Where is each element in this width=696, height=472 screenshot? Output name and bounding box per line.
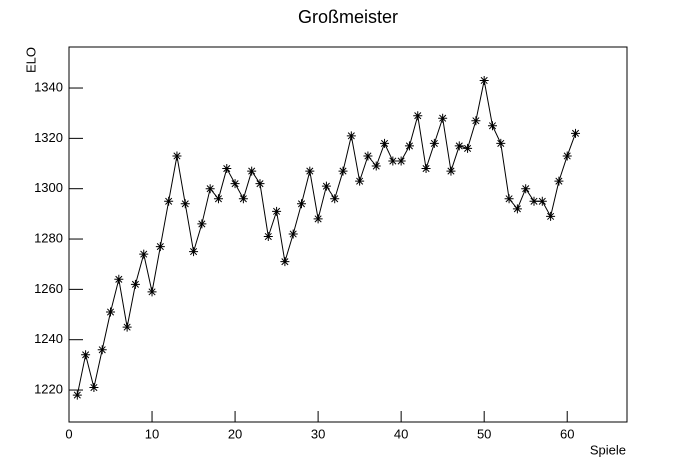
x-tick-label: 0 (65, 426, 72, 441)
data-point (463, 143, 473, 153)
x-axis-label: Spiele (590, 442, 626, 457)
data-point (272, 206, 282, 216)
x-tick-label: 30 (311, 426, 325, 441)
data-point (363, 151, 373, 161)
data-point (380, 138, 390, 148)
data-point (130, 279, 140, 289)
data-point (147, 287, 157, 297)
data-point (288, 229, 298, 239)
y-tick-label: 1340 (34, 79, 63, 94)
data-point (571, 128, 581, 138)
data-point (321, 181, 331, 191)
y-tick-label: 1320 (34, 130, 63, 145)
x-tick-label: 60 (560, 426, 574, 441)
data-point (355, 176, 365, 186)
data-point (429, 138, 439, 148)
y-axis-label: ELO (23, 47, 38, 73)
plot-frame (68, 46, 628, 423)
x-tick-label: 10 (145, 426, 159, 441)
data-point (330, 194, 340, 204)
data-point (247, 166, 257, 176)
data-point (305, 166, 315, 176)
x-tick-label: 50 (477, 426, 491, 441)
data-point (72, 390, 82, 400)
data-point (297, 199, 306, 209)
data-point (438, 113, 448, 123)
data-point (164, 196, 174, 206)
data-point (504, 194, 514, 204)
data-point (404, 141, 414, 151)
data-point (180, 199, 190, 209)
data-point (313, 214, 323, 224)
data-point (546, 211, 556, 221)
data-point (562, 151, 572, 161)
data-point (487, 121, 497, 131)
x-tick-label: 40 (394, 426, 408, 441)
data-point (139, 249, 149, 259)
data-point (496, 138, 506, 148)
data-point (446, 166, 456, 176)
data-point (114, 274, 124, 284)
y-tick-label: 1220 (34, 381, 63, 396)
data-point (529, 196, 539, 206)
data-point (172, 151, 182, 161)
data-point (413, 111, 423, 121)
data-point (471, 116, 481, 126)
data-point (396, 156, 406, 166)
x-tick-label: 20 (228, 426, 242, 441)
y-tick-label: 1260 (34, 281, 63, 296)
y-tick-label: 1300 (34, 180, 63, 195)
data-point (537, 196, 547, 206)
data-point (97, 345, 107, 355)
data-point (189, 247, 199, 257)
data-point (554, 176, 564, 186)
data-point (280, 257, 290, 267)
data-point (388, 156, 398, 166)
data-point (81, 350, 91, 360)
data-point (106, 307, 116, 317)
data-point (155, 242, 165, 252)
data-point (205, 184, 215, 194)
y-tick-label: 1240 (34, 331, 63, 346)
data-point (213, 194, 223, 204)
data-point (230, 179, 240, 189)
data-point (197, 219, 207, 229)
data-point (371, 161, 381, 171)
chart-title: Großmeister (298, 7, 398, 27)
data-point (346, 131, 356, 141)
data-point (454, 141, 464, 151)
data-point (512, 204, 522, 214)
data-point (521, 184, 531, 194)
data-point (122, 322, 132, 332)
data-point (255, 179, 265, 189)
data-point (479, 75, 489, 85)
data-point (222, 164, 232, 174)
data-point (338, 166, 348, 176)
data-point (421, 164, 431, 174)
data-point (238, 194, 248, 204)
y-tick-label: 1280 (34, 230, 63, 245)
data-point (263, 232, 273, 242)
data-point (89, 383, 99, 393)
